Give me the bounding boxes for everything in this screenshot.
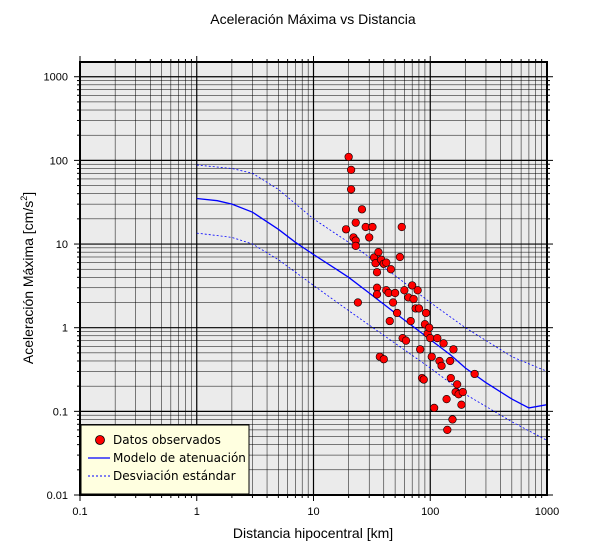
data-point: [453, 380, 462, 389]
data-point: [344, 152, 353, 162]
data-point: [368, 222, 377, 232]
data-point: [372, 268, 382, 277]
model-line: [196, 197, 547, 409]
data-point: [395, 252, 405, 262]
y-axis-label-sup: 2: [19, 196, 29, 201]
data-point: [430, 403, 439, 412]
data-point: [386, 265, 395, 274]
y-tick-label: 0.1: [53, 406, 68, 418]
data-point: [457, 400, 466, 409]
x-tick-labels: 0.1 1 10 100 1000: [72, 506, 559, 518]
y-tick-label: 0.01: [47, 490, 68, 502]
data-point: [374, 248, 383, 257]
data-point: [437, 361, 446, 370]
data-point: [448, 415, 457, 424]
y-tick-label: 1: [62, 323, 68, 335]
y-axis-label: Aceleración Máxima [cm/s2]: [19, 192, 36, 364]
data-point: [347, 165, 356, 174]
data-point: [391, 288, 400, 298]
data-point: [388, 298, 398, 307]
grid: [79, 62, 547, 496]
legend-label-model: Modelo de atenuación: [113, 451, 246, 465]
y-axis-label-close: ]: [20, 192, 36, 196]
data-points: [341, 152, 479, 435]
data-point: [433, 334, 442, 343]
data-point: [419, 375, 428, 384]
x-tick-label: 1: [194, 506, 200, 518]
data-point: [351, 241, 360, 251]
data-point: [443, 425, 452, 435]
data-point: [470, 369, 479, 379]
data-point: [406, 316, 415, 326]
data-point: [392, 308, 402, 318]
y-tick-labels: 0.01 0.1 1 10 100 1000: [44, 72, 68, 502]
data-point: [446, 373, 455, 383]
data-point: [409, 294, 418, 304]
chart-title: Aceleración Máxima vs Distancia: [210, 11, 416, 27]
data-point: [397, 222, 406, 232]
data-point: [442, 395, 451, 404]
legend-box: [80, 424, 250, 495]
y-tick-label: 1000: [44, 72, 68, 84]
data-point: [353, 298, 362, 307]
legend-marker-points: [95, 435, 105, 445]
x-tick-label: 10: [307, 506, 319, 518]
data-point: [426, 334, 435, 343]
data-point: [408, 281, 417, 290]
std-line: [196, 164, 547, 372]
y-tick-label: 100: [50, 155, 68, 167]
data-point: [449, 345, 458, 354]
data-point: [385, 316, 394, 326]
data-point: [421, 308, 431, 318]
data-point: [439, 339, 448, 348]
data-point: [379, 355, 388, 364]
data-point: [341, 225, 351, 234]
data-point: [413, 286, 422, 295]
x-tick-label: 100: [421, 506, 439, 518]
data-point: [446, 356, 455, 366]
data-point: [347, 185, 356, 194]
data-point: [382, 258, 391, 267]
data-point: [351, 218, 360, 227]
data-point: [425, 323, 434, 332]
x-tick-label: 1000: [535, 506, 559, 518]
data-point: [365, 233, 374, 242]
x-axis-label: Distancia hipocentral [km]: [233, 525, 393, 541]
data-point: [361, 222, 370, 232]
data-point: [401, 336, 411, 345]
data-point: [357, 205, 367, 214]
std-line: [196, 232, 547, 441]
data-point: [427, 352, 436, 361]
data-point: [414, 304, 424, 313]
data-point: [416, 345, 425, 354]
legend-label-std: Desviación estándar: [113, 469, 236, 483]
axis-ticks: [74, 56, 553, 501]
data-point: [400, 286, 409, 295]
legend-label-points: Datos observados: [113, 433, 221, 447]
y-axis-label-main: Aceleración Máxima [cm/s: [20, 201, 36, 364]
x-tick-label: 0.1: [72, 506, 87, 518]
legend: Datos observados Modelo de atenuación De…: [80, 424, 250, 495]
data-point: [372, 290, 382, 299]
y-tick-label: 10: [56, 239, 68, 251]
series-lines: [196, 164, 547, 441]
data-point: [458, 387, 467, 397]
